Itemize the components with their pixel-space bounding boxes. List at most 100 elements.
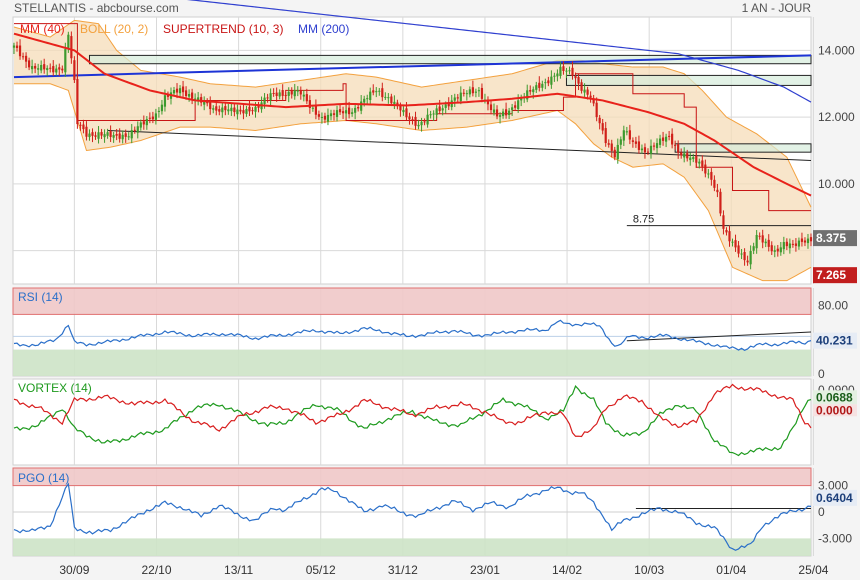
candle-body [634,141,638,144]
candle-body [181,86,185,93]
candle-body [707,173,710,175]
candle-body [344,110,348,114]
candle-body [423,121,426,123]
candle-body [248,106,251,112]
candle-body [127,136,130,138]
candle-body [184,90,188,97]
candle-body [230,107,233,112]
support-value: 7.265 [816,268,846,282]
candle-body [577,77,580,84]
candle-body [752,246,755,251]
candle-body [145,119,148,126]
candle-body [139,122,142,128]
pgo-title: PGO (14) [18,471,69,485]
candle-body [501,111,505,117]
candle-body [341,111,345,114]
candle-body [91,132,94,136]
candle-body [737,245,740,254]
candle-body [109,131,112,137]
candle-body [776,248,779,252]
candle-body [809,237,813,242]
vortex-minus-line [13,383,812,438]
x-tick-label: 30/09 [59,563,89,577]
panel-vortex [12,378,812,466]
candle-body [749,250,752,265]
candle-body [492,109,496,113]
candle-body [52,66,55,73]
candle-body [263,97,266,105]
candle-body [194,98,197,100]
candle-body [435,108,438,115]
candle-body [544,82,547,84]
support-badge [813,267,857,284]
candle-body [148,117,151,119]
x-tick-label: 14/02 [552,563,582,577]
candle-body [758,235,761,237]
y-tick-label: 12.000 [818,110,855,124]
candle-body [76,79,79,125]
pgo-last-value: 0.6404 [816,491,853,505]
candle-body [351,112,354,114]
candle-body [191,92,194,99]
candle-body [598,117,601,124]
candle-body [755,234,758,249]
x-tick-label: 13/11 [224,563,253,577]
candle-body [369,91,372,101]
vortex-plus-value: 0.0688 [816,390,853,404]
candle-body [64,49,67,73]
candle-body [272,92,275,94]
candle-body [529,90,532,92]
candle-body [613,149,616,158]
candle-body [85,126,88,137]
candle-body [31,66,34,70]
candle-body [761,235,764,243]
candle-body [498,115,502,117]
candle-body [305,94,308,102]
candle-body [441,108,444,111]
candle-body [643,147,647,153]
rsi-oversold-zone [13,349,811,376]
candle-body [514,105,517,108]
candle-body [791,243,794,245]
candle-body [456,97,459,99]
candle-body [767,239,770,247]
candle-body [770,245,773,252]
y-tick-label: -3.000 [818,531,852,545]
candle-body [547,80,550,84]
x-tick-label: 22/10 [141,563,171,577]
candle-body [616,144,619,160]
candle-body [236,109,239,115]
candle-body [604,128,607,144]
candle-body [299,90,302,95]
candle-body [142,121,145,125]
candle-body [133,129,136,131]
candle-body [203,101,206,105]
candle-body [15,45,19,49]
candle-body [562,66,565,71]
candle-body [323,115,327,120]
bollinger-lower [14,83,812,282]
chart-title: STELLANTIS - abcbourse.com [14,1,179,15]
candle-body [489,104,493,111]
candle-body [462,92,465,94]
candle-body [595,102,598,118]
candle-body [535,85,538,90]
candle-body [12,45,16,48]
x-tick-label: 10/03 [634,563,664,577]
candle-body [257,105,260,108]
candle-body [124,133,127,137]
vortex-plus-badge [813,390,857,405]
candle-body [136,126,139,133]
last-price-value: 8.375 [816,231,846,245]
y-tick-label: 0 [818,505,825,519]
candle-body [508,110,511,116]
candle-body [399,105,402,111]
candle-body [459,92,462,102]
candle-body [740,253,743,255]
bollinger-upper [13,19,812,208]
candle-body [704,164,707,174]
candle-body [652,145,656,147]
candle-body [788,243,791,249]
candle-body [224,106,227,111]
candle-body [731,241,734,243]
